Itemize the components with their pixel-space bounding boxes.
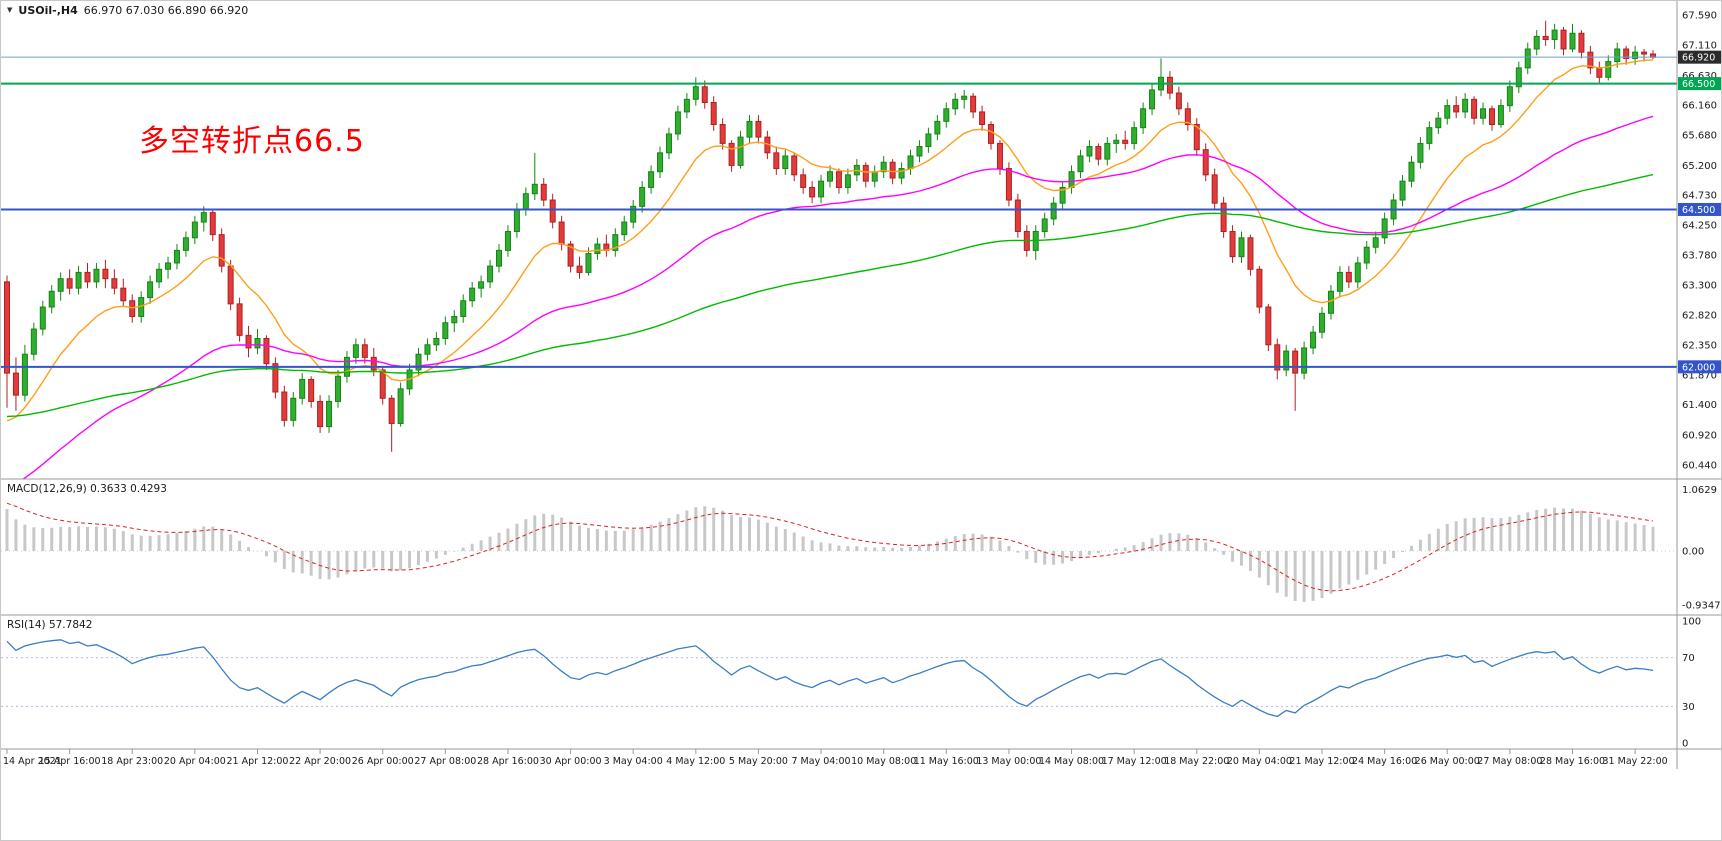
- svg-text:64.250: 64.250: [1682, 221, 1717, 232]
- svg-text:18 May 22:00: 18 May 22:00: [1164, 756, 1229, 767]
- svg-text:62.820: 62.820: [1682, 311, 1717, 322]
- chart-header: ▼ USOil-,H4 66.970 67.030 66.890 66.920: [7, 4, 248, 17]
- svg-text:14 May 08:00: 14 May 08:00: [1039, 756, 1104, 767]
- svg-text:0.00: 0.00: [1682, 547, 1704, 558]
- price-pane[interactable]: [1, 20, 1677, 488]
- svg-text:60.920: 60.920: [1682, 430, 1717, 441]
- svg-text:66.160: 66.160: [1682, 101, 1717, 112]
- svg-text:63.300: 63.300: [1682, 281, 1717, 292]
- svg-text:3 May 04:00: 3 May 04:00: [604, 756, 663, 767]
- svg-text:21 Apr 12:00: 21 Apr 12:00: [227, 756, 289, 767]
- svg-text:66.920: 66.920: [1682, 53, 1715, 64]
- svg-text:64.730: 64.730: [1682, 191, 1717, 202]
- svg-text:28 Apr 16:00: 28 Apr 16:00: [477, 756, 539, 767]
- svg-text:15 Apr 16:00: 15 Apr 16:00: [39, 756, 101, 767]
- macd-signal-line: [6, 502, 1654, 592]
- symbol-dropdown-icon[interactable]: ▼: [7, 6, 13, 14]
- svg-text:10 May 08:00: 10 May 08:00: [851, 756, 916, 767]
- svg-text:30: 30: [1682, 702, 1695, 713]
- svg-text:63.780: 63.780: [1682, 250, 1717, 261]
- svg-text:21 May 12:00: 21 May 12:00: [1289, 756, 1354, 767]
- price-axis: 67.590 67.110 66.630 66.160 65.680 65.200 64.7…: [1682, 11, 1721, 750]
- svg-text:31 May 22:00: 31 May 22:00: [1603, 756, 1668, 767]
- svg-text:24 May 16:00: 24 May 16:00: [1352, 756, 1417, 767]
- svg-text:27 May 08:00: 27 May 08:00: [1477, 756, 1542, 767]
- chart-annotation[interactable]: 多空转折点66.5: [139, 124, 365, 159]
- svg-text:22 Apr 20:00: 22 Apr 20:00: [289, 756, 351, 767]
- price-tag-62.000: 62.000: [1678, 360, 1721, 374]
- svg-text:1.0629: 1.0629: [1682, 485, 1717, 496]
- svg-text:65.680: 65.680: [1682, 131, 1717, 142]
- svg-text:61.870: 61.870: [1682, 371, 1717, 382]
- svg-text:28 May 16:00: 28 May 16:00: [1540, 756, 1605, 767]
- svg-text:11 May 16:00: 11 May 16:00: [914, 756, 979, 767]
- svg-text:7 May 04:00: 7 May 04:00: [791, 756, 850, 767]
- svg-text:17 May 12:00: 17 May 12:00: [1102, 756, 1167, 767]
- svg-text:14 Apr 2021: 14 Apr 2021: [3, 756, 62, 767]
- ma-line-12: [6, 59, 1654, 422]
- svg-text:67.110: 67.110: [1682, 41, 1717, 52]
- svg-text:62.350: 62.350: [1682, 340, 1717, 351]
- svg-text:-0.9347: -0.9347: [1682, 601, 1721, 612]
- ma-line-45: [21, 115, 1654, 479]
- svg-text:27 Apr 08:00: 27 Apr 08:00: [414, 756, 476, 767]
- ohlc-values-label: 66.970 67.030 66.890 66.920: [83, 4, 249, 17]
- svg-text:65.200: 65.200: [1682, 161, 1717, 172]
- svg-text:61.400: 61.400: [1682, 400, 1717, 411]
- svg-text:70: 70: [1682, 653, 1695, 664]
- macd-pane: [1, 502, 1677, 602]
- svg-text:66.630: 66.630: [1682, 71, 1717, 82]
- price-tag-66.920: 66.920: [1678, 50, 1721, 64]
- macd-indicator-label: MACD(12,26,9) 0.3633 0.4293: [7, 483, 167, 495]
- svg-text:5 May 20:00: 5 May 20:00: [729, 756, 788, 767]
- rsi-indicator-label: RSI(14) 57.7842: [7, 619, 93, 631]
- candles: [4, 20, 1656, 452]
- svg-text:0: 0: [1682, 739, 1688, 750]
- svg-text:26 Apr 00:00: 26 Apr 00:00: [352, 756, 414, 767]
- svg-text:20 Apr 04:00: 20 Apr 04:00: [164, 756, 226, 767]
- ma-line-120: [6, 173, 1654, 418]
- rsi-line: [6, 639, 1654, 718]
- svg-text:20 May 04:00: 20 May 04:00: [1227, 756, 1292, 767]
- svg-text:64.500: 64.500: [1682, 205, 1715, 216]
- macd-histogram: [5, 506, 1655, 602]
- svg-text:30 Apr 00:00: 30 Apr 00:00: [540, 756, 602, 767]
- symbol-period-label: USOil-,H4: [18, 4, 78, 17]
- svg-text:62.000: 62.000: [1682, 362, 1715, 373]
- svg-text:26 May 00:00: 26 May 00:00: [1415, 756, 1480, 767]
- svg-text:60.440: 60.440: [1682, 461, 1717, 472]
- svg-text:13 May 00:00: 13 May 00:00: [976, 756, 1041, 767]
- svg-text:100: 100: [1682, 617, 1701, 628]
- svg-text:4 May 12:00: 4 May 12:00: [666, 756, 725, 767]
- svg-text:67.590: 67.590: [1682, 11, 1717, 22]
- svg-text:66.500: 66.500: [1682, 79, 1715, 90]
- price-tag-64.500: 64.500: [1678, 202, 1721, 216]
- price-tag-66.500: 66.500: [1678, 77, 1721, 91]
- rsi-pane: [1, 639, 1677, 718]
- svg-text:18 Apr 23:00: 18 Apr 23:00: [101, 756, 163, 767]
